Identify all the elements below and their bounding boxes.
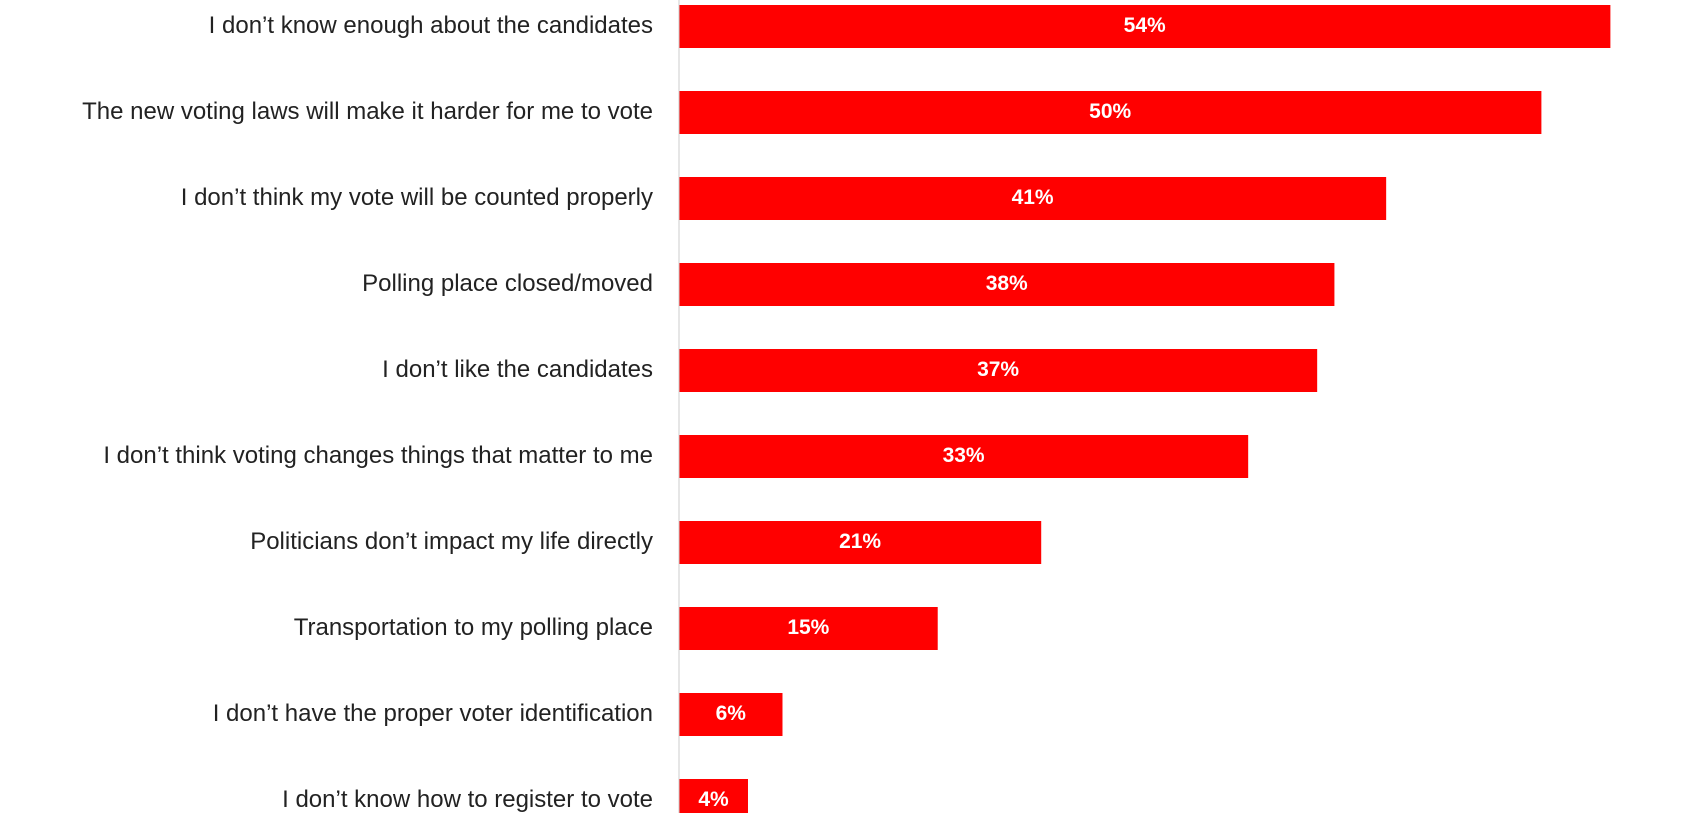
- category-label: Politicians don’t impact my life directl…: [250, 528, 653, 555]
- category-label: Transportation to my polling place: [294, 614, 653, 641]
- value-label: 4%: [698, 788, 729, 811]
- value-label: 33%: [943, 444, 985, 467]
- value-label: 15%: [787, 616, 829, 639]
- value-label: 50%: [1089, 100, 1131, 123]
- value-label: 38%: [986, 272, 1028, 295]
- value-label: 21%: [839, 530, 881, 553]
- bar-9: [679, 693, 783, 736]
- value-label: 41%: [1012, 186, 1054, 209]
- bar-6: [679, 435, 1249, 478]
- category-label: I don’t think my vote will be counted pr…: [181, 184, 653, 211]
- value-label: 6%: [716, 702, 747, 725]
- bar-4: [679, 263, 1335, 306]
- category-label: I don’t know enough about the candidates: [209, 12, 653, 39]
- category-labels-group: I don’t know enough about the candidates…: [82, 12, 653, 813]
- value-labels-group: 54% 50% 41% 38% 37% 33% 21% 15% 6% 4%: [698, 14, 1166, 811]
- bar-10: [679, 779, 748, 813]
- category-label: I don’t know how to register to vote: [282, 786, 653, 813]
- category-label: Polling place closed/moved: [362, 270, 653, 297]
- bar-3: [679, 177, 1387, 220]
- value-label: 54%: [1124, 14, 1166, 37]
- category-label: The new voting laws will make it harder …: [82, 98, 653, 125]
- bars-group: [679, 5, 1611, 813]
- value-label: 37%: [977, 358, 1019, 381]
- bar-5: [679, 349, 1318, 392]
- bar-2: [679, 91, 1542, 134]
- bar-1: [679, 5, 1611, 48]
- bar-8: [679, 607, 938, 650]
- bar-7: [679, 521, 1042, 564]
- category-label: I don’t like the candidates: [382, 356, 653, 383]
- category-label: I don’t have the proper voter identifica…: [213, 700, 653, 727]
- category-label: I don’t think voting changes things that…: [103, 442, 653, 469]
